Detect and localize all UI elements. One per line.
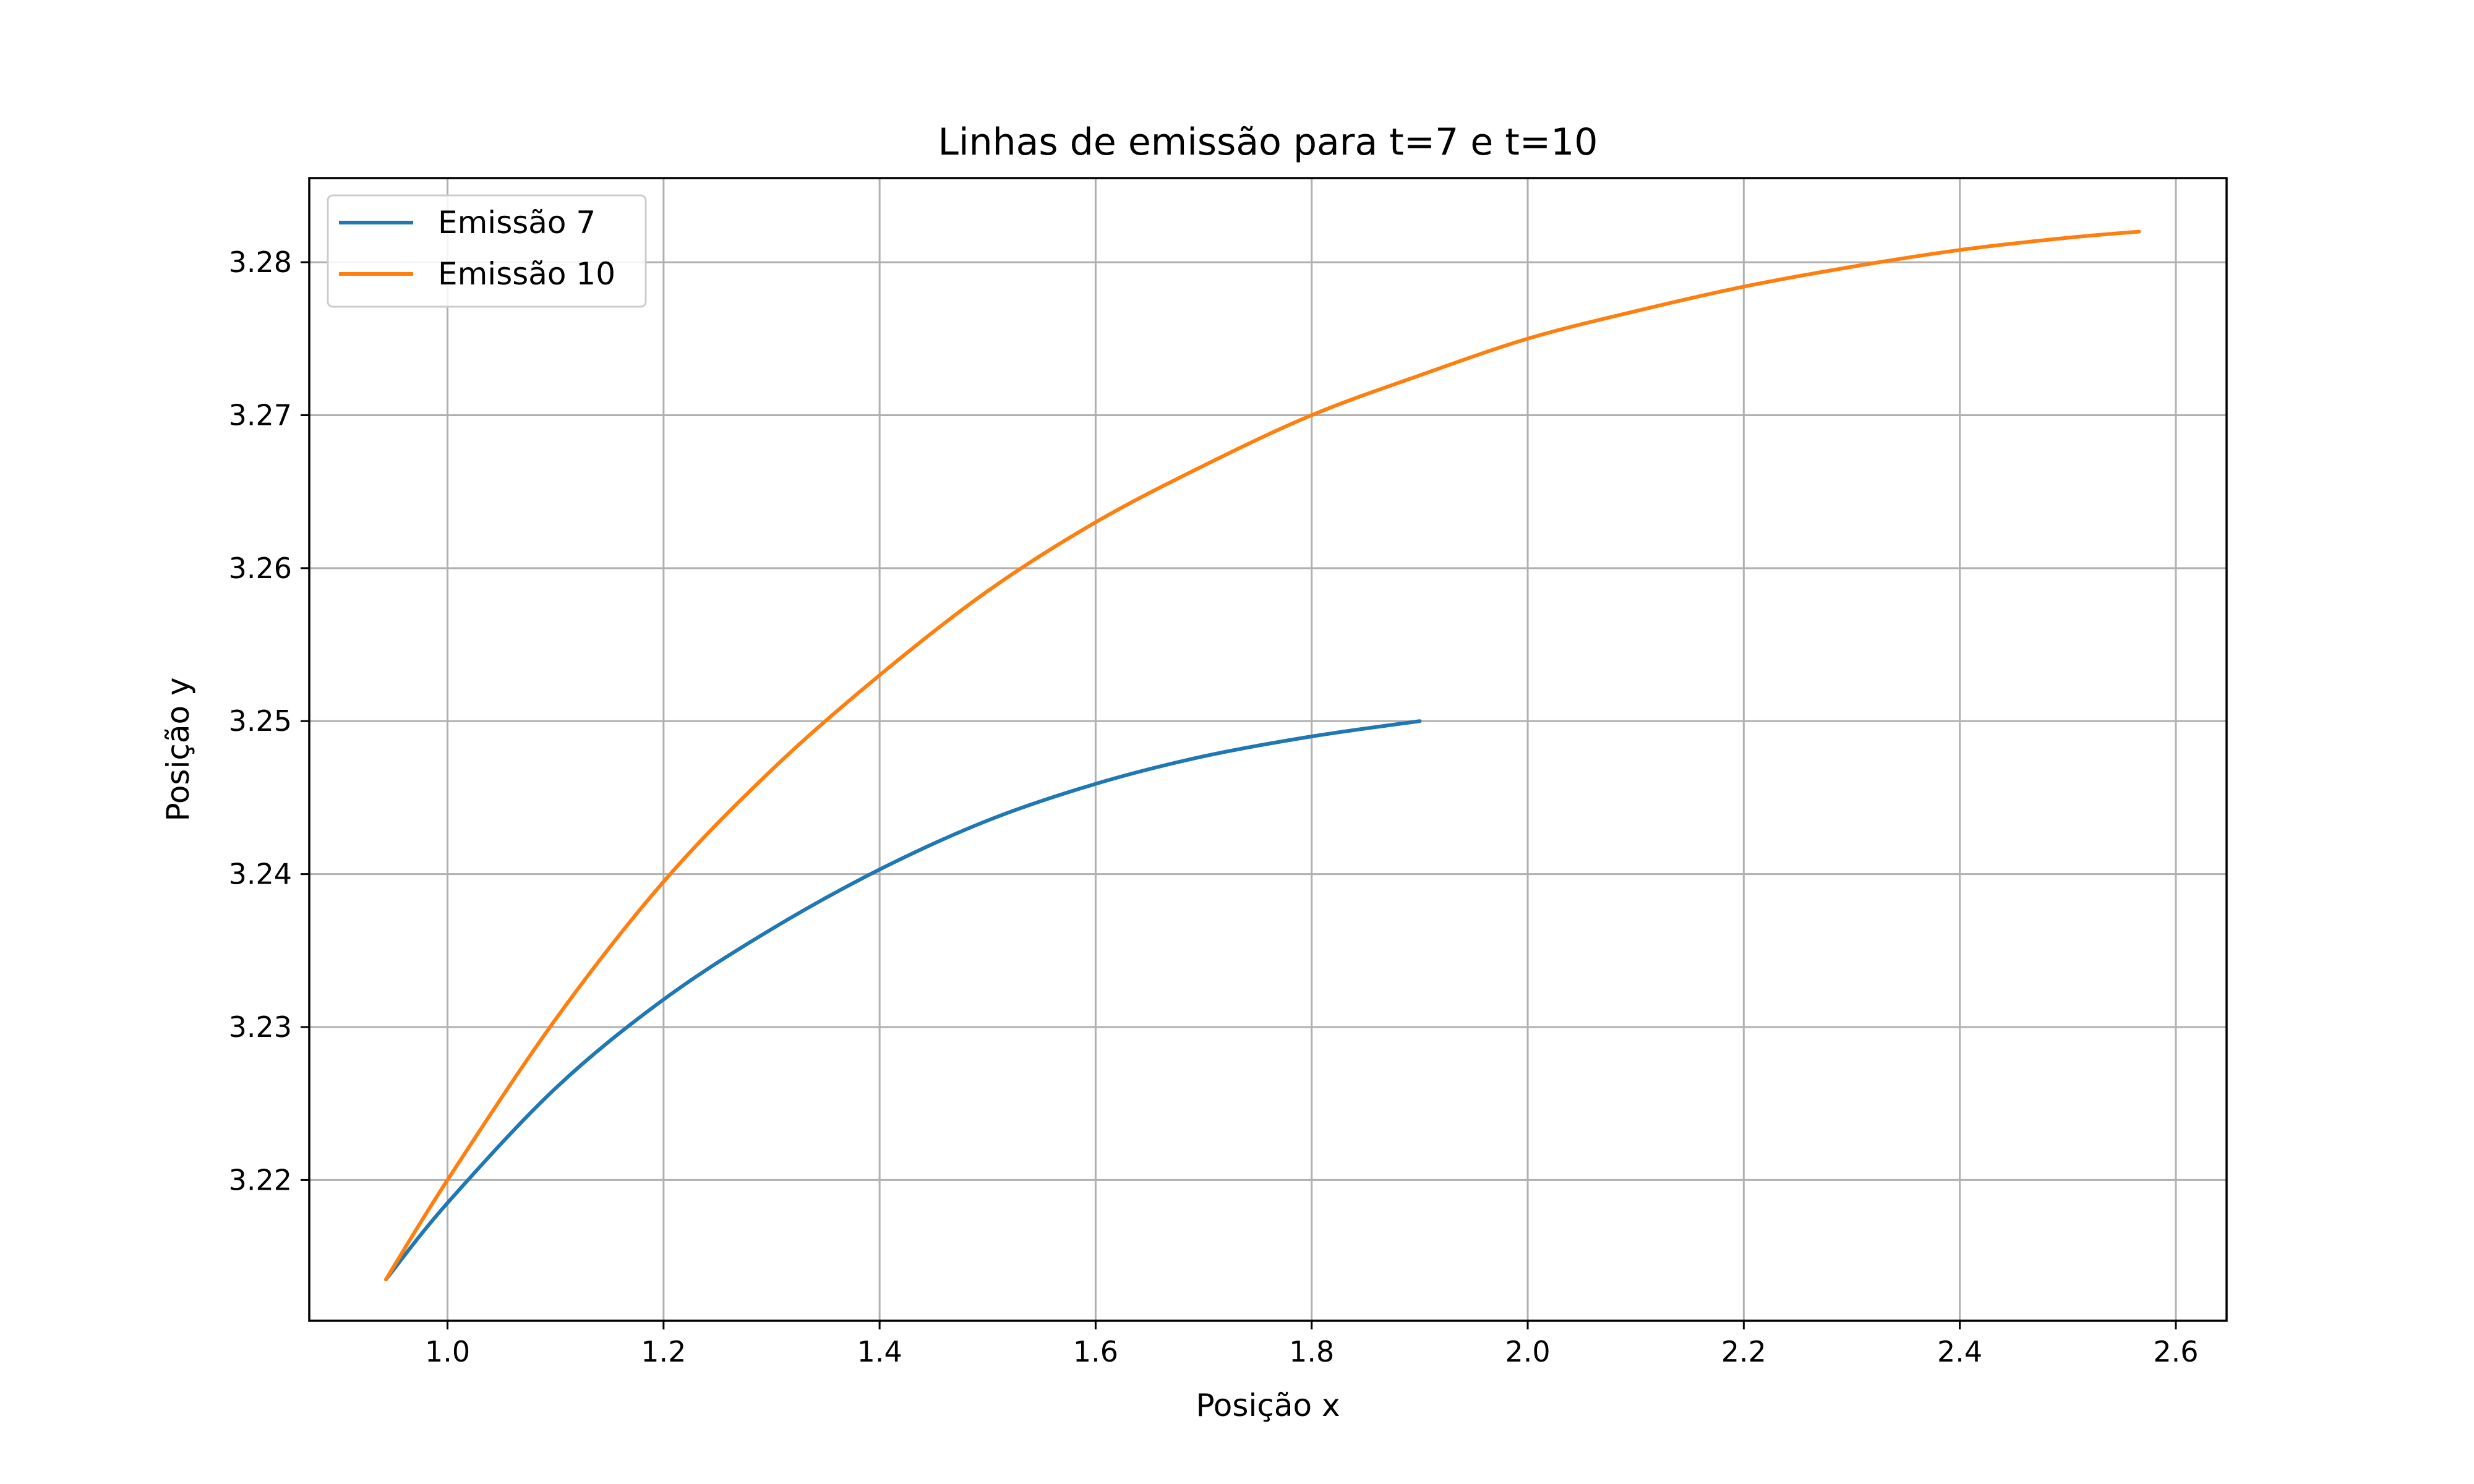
x-tick-label: 1.6 — [1073, 1335, 1118, 1368]
y-tick-label: 3.22 — [229, 1163, 292, 1196]
x-tick-label: 2.4 — [1937, 1335, 1982, 1368]
x-tick-label: 1.2 — [641, 1335, 686, 1368]
y-axis: 3.22 3.23 3.24 3.25 3.26 3.27 3.28 — [229, 245, 309, 1196]
x-tick-label: 2.2 — [1721, 1335, 1766, 1368]
chart-title: Linhas de emissão para t=7 e t=10 — [938, 121, 1598, 164]
plot-frame — [308, 177, 2228, 1322]
y-tick-label: 3.23 — [229, 1010, 292, 1044]
legend: Emissão 7 Emissão 10 — [327, 194, 647, 308]
y-tick-label: 3.25 — [229, 704, 292, 738]
grid — [309, 178, 2227, 1321]
legend-label-emissao-10: Emissão 10 — [438, 256, 615, 292]
x-tick-label: 1.8 — [1289, 1335, 1334, 1368]
x-axis: 1.0 1.2 1.4 1.6 1.8 2.0 2.2 2.4 2.6 — [425, 1321, 2198, 1368]
y-tick-label: 3.27 — [229, 398, 292, 432]
y-tick-label: 3.26 — [229, 552, 292, 585]
series-line-emissao-7 — [384, 719, 1422, 1282]
y-axis-label: Posição y — [160, 677, 196, 821]
series-line-emissao-10 — [384, 229, 2141, 1282]
x-tick-label: 1.0 — [425, 1335, 470, 1368]
x-tick-label: 2.6 — [2153, 1335, 2198, 1368]
x-tick-label: 1.4 — [857, 1335, 902, 1368]
plot-background — [309, 178, 2227, 1321]
legend-label-emissao-7: Emissão 7 — [438, 205, 596, 241]
x-tick-label: 2.0 — [1505, 1335, 1550, 1368]
x-axis-label: Posição x — [1196, 1388, 1340, 1423]
y-tick-label: 3.24 — [229, 858, 292, 891]
y-tick-label: 3.28 — [229, 245, 292, 279]
series-group — [384, 229, 2141, 1282]
